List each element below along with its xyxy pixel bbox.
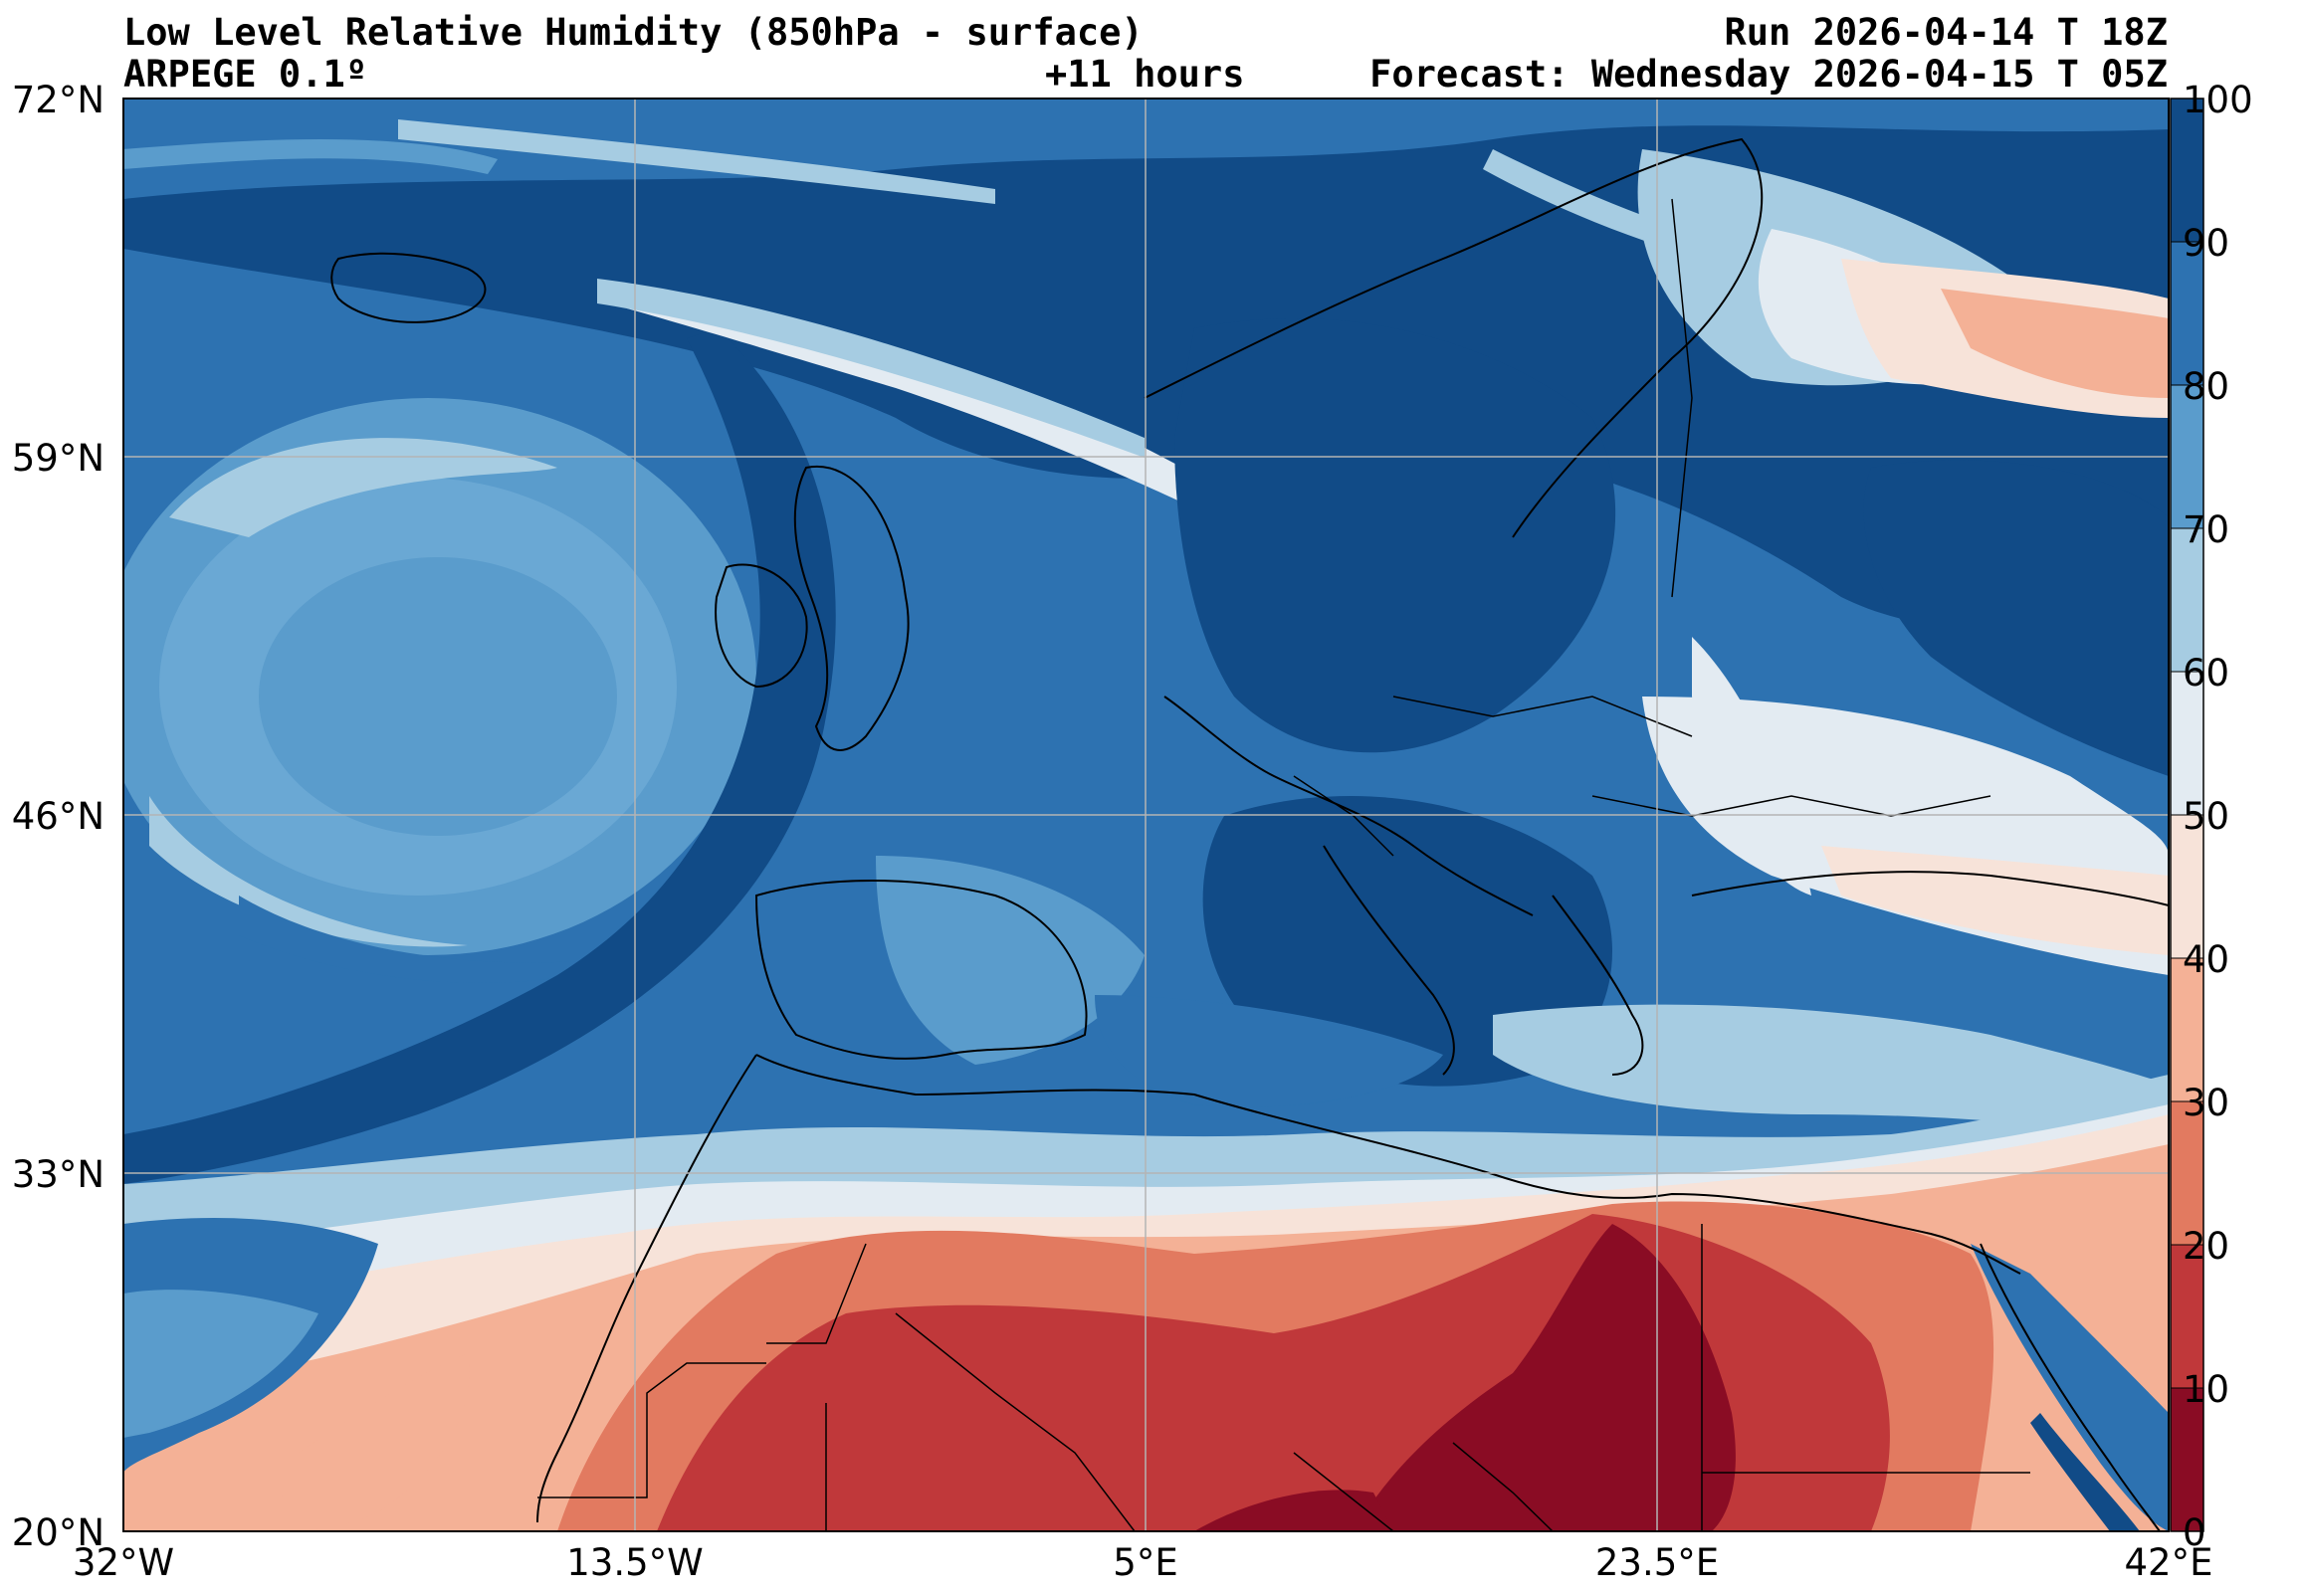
colorbar-swatch	[2171, 242, 2203, 386]
colorbar-swatch	[2171, 385, 2203, 529]
colorbar-tick: 0	[2183, 1511, 2206, 1554]
coastlines	[330, 137, 2170, 1532]
colorbar-tick: 80	[2183, 365, 2230, 408]
colorbar-tick: 70	[2183, 508, 2230, 551]
lat-label-46n: 46°N	[11, 795, 105, 838]
ireland-coast	[715, 563, 808, 689]
lat-label-20n: 20°N	[11, 1511, 105, 1554]
lat-label-33n: 33°N	[11, 1153, 105, 1196]
border-line	[1293, 775, 1394, 857]
lon-label-23-5e: 23.5°E	[1594, 1541, 1720, 1584]
lon-label-32w: 32°W	[72, 1541, 175, 1584]
north-africa-coast	[755, 1054, 2021, 1275]
border-line	[1392, 696, 1693, 737]
borders	[537, 198, 2030, 1532]
balkan-coast	[1552, 895, 1644, 1076]
colorbar-tick: 100	[2183, 79, 2253, 121]
border-line	[895, 1312, 1136, 1532]
border-line	[1591, 795, 1991, 817]
colorbar-swatch	[2171, 99, 2203, 243]
colorbar-swatch	[2171, 1388, 2203, 1532]
border-line	[537, 1362, 766, 1498]
colorbar-frame	[2170, 98, 2204, 1532]
colorbar-tick: 40	[2183, 938, 2230, 981]
border-line	[1452, 1442, 1554, 1532]
run-time: Run 2026-04-14 T 18Z	[1724, 11, 2168, 54]
border-line	[1671, 198, 1693, 598]
red-sea-coast	[1980, 1243, 2161, 1532]
colorbar-swatch	[2171, 1101, 2203, 1246]
black-sea-coast	[1691, 871, 2170, 906]
colorbar	[2171, 99, 2203, 1532]
border-line	[766, 1243, 867, 1344]
colorbar-swatch	[2171, 528, 2203, 673]
west-africa-coast	[536, 1054, 757, 1523]
scandinavia-coast	[1144, 137, 1764, 538]
model-name: ARPEGE 0.1º	[123, 53, 368, 96]
colorbar-swatch	[2171, 958, 2203, 1102]
border-line	[1293, 1452, 1394, 1532]
italy-coast	[1323, 845, 1455, 1076]
north-coast	[1163, 696, 1534, 916]
colorbar-tick: 50	[2183, 795, 2230, 838]
colorbar-tick: 10	[2183, 1368, 2230, 1411]
iceland-coast	[330, 252, 487, 323]
britain-coast	[793, 465, 910, 751]
colorbar-tick: 90	[2183, 222, 2230, 265]
lon-label-13-5w: 13.5°W	[566, 1541, 704, 1584]
lon-label-5e: 5°E	[1113, 1541, 1178, 1584]
gridlines	[123, 99, 2169, 1531]
map-frame	[122, 98, 2170, 1532]
lat-label-59n: 59°N	[11, 437, 105, 480]
forecast-time: Forecast: Wednesday 2026-04-15 T 05Z	[1369, 53, 2168, 96]
colorbar-swatch	[2171, 672, 2203, 816]
lat-label-72n: 72°N	[11, 79, 105, 121]
chart-title: Low Level Relative Humidity (850hPa - su…	[123, 11, 1144, 54]
lon-label-42e: 42°E	[2124, 1541, 2213, 1584]
colorbar-swatch	[2171, 815, 2203, 959]
colorbar-tick: 20	[2183, 1225, 2230, 1268]
colorbar-tick: 60	[2183, 652, 2230, 695]
colorbar-swatch	[2171, 1245, 2203, 1389]
colorbar-tick: 30	[2183, 1082, 2230, 1124]
lead-time: +11 hours	[1045, 53, 1245, 96]
iberia-coast	[754, 880, 1088, 1060]
